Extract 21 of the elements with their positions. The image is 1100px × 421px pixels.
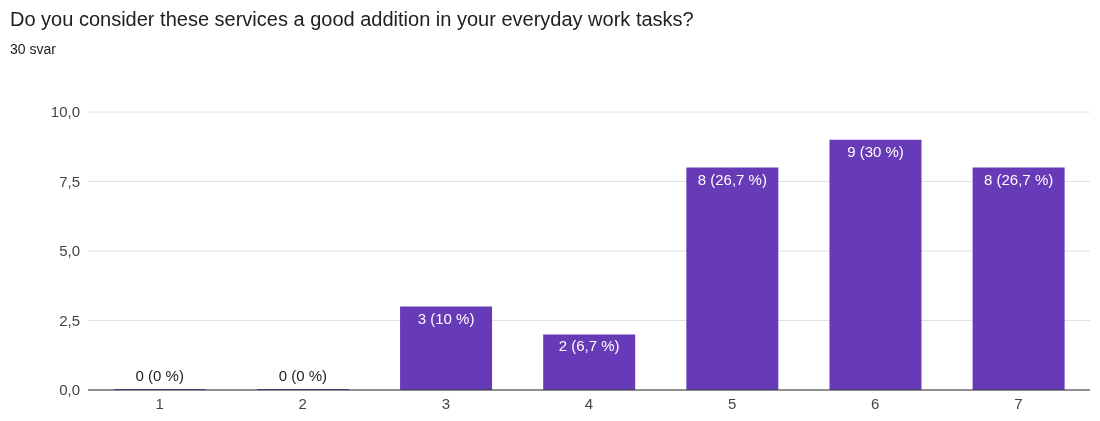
data-label: 2 (6,7 %) — [558, 337, 620, 355]
x-tick-label: 4 — [584, 394, 594, 412]
x-tick-label: 7 — [1014, 394, 1023, 412]
y-tick-label: 7,5 — [59, 172, 80, 190]
data-label: 3 (10 %) — [417, 309, 475, 327]
y-tick-label: 10,0 — [50, 103, 80, 121]
data-label: 9 (30 %) — [847, 142, 904, 160]
chart-subtitle: 30 svar — [10, 41, 57, 57]
chart-title: Do you consider these services a good addition in your everyday work tasks? — [10, 8, 695, 31]
data-label: 0 (0 %) — [278, 367, 328, 384]
x-tick-label: 6 — [871, 394, 880, 412]
y-tick-label: 5,0 — [59, 242, 80, 260]
y-tick-label: 2,5 — [59, 311, 80, 329]
y-tick-label: 0,0 — [59, 381, 80, 399]
x-tick-label: 1 — [155, 394, 164, 412]
data-label: 8 (26,7 %) — [984, 170, 1054, 188]
x-tick-label: 3 — [441, 394, 451, 412]
data-label: 0 (0 %) — [135, 367, 184, 384]
data-label: 8 (26,7 %) — [697, 170, 767, 188]
x-tick-label: 2 — [298, 394, 307, 412]
x-tick-label: 5 — [727, 394, 737, 412]
